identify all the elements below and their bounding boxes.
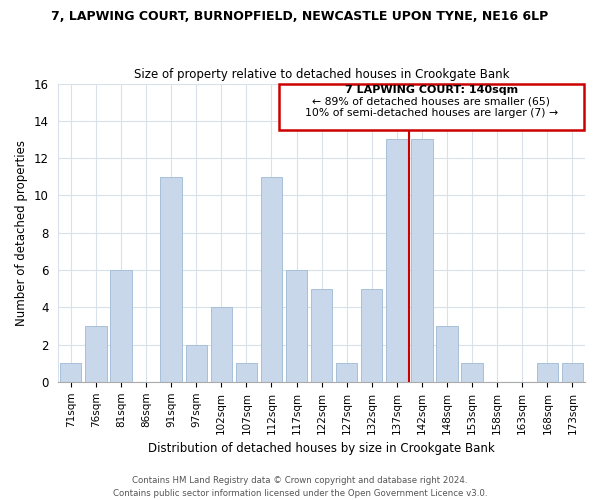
- Bar: [361, 288, 382, 382]
- Bar: [537, 363, 558, 382]
- Bar: [236, 363, 257, 382]
- Bar: [211, 308, 232, 382]
- Bar: [286, 270, 307, 382]
- Bar: [185, 344, 207, 382]
- Text: ← 89% of detached houses are smaller (65): ← 89% of detached houses are smaller (65…: [313, 96, 550, 106]
- Bar: [386, 140, 407, 382]
- Bar: [461, 363, 483, 382]
- Text: 7, LAPWING COURT, BURNOPFIELD, NEWCASTLE UPON TYNE, NE16 6LP: 7, LAPWING COURT, BURNOPFIELD, NEWCASTLE…: [52, 10, 548, 23]
- X-axis label: Distribution of detached houses by size in Crookgate Bank: Distribution of detached houses by size …: [148, 442, 495, 455]
- Bar: [261, 177, 282, 382]
- Bar: [436, 326, 458, 382]
- Bar: [336, 363, 358, 382]
- Text: 7 LAPWING COURT: 140sqm: 7 LAPWING COURT: 140sqm: [345, 85, 518, 95]
- Text: 10% of semi-detached houses are larger (7) →: 10% of semi-detached houses are larger (…: [305, 108, 558, 118]
- Bar: [160, 177, 182, 382]
- Y-axis label: Number of detached properties: Number of detached properties: [15, 140, 28, 326]
- Bar: [85, 326, 107, 382]
- Bar: [60, 363, 82, 382]
- Text: Contains HM Land Registry data © Crown copyright and database right 2024.
Contai: Contains HM Land Registry data © Crown c…: [113, 476, 487, 498]
- Bar: [311, 288, 332, 382]
- Bar: [412, 140, 433, 382]
- Title: Size of property relative to detached houses in Crookgate Bank: Size of property relative to detached ho…: [134, 68, 509, 81]
- FancyBboxPatch shape: [279, 84, 584, 130]
- Bar: [562, 363, 583, 382]
- Bar: [110, 270, 131, 382]
